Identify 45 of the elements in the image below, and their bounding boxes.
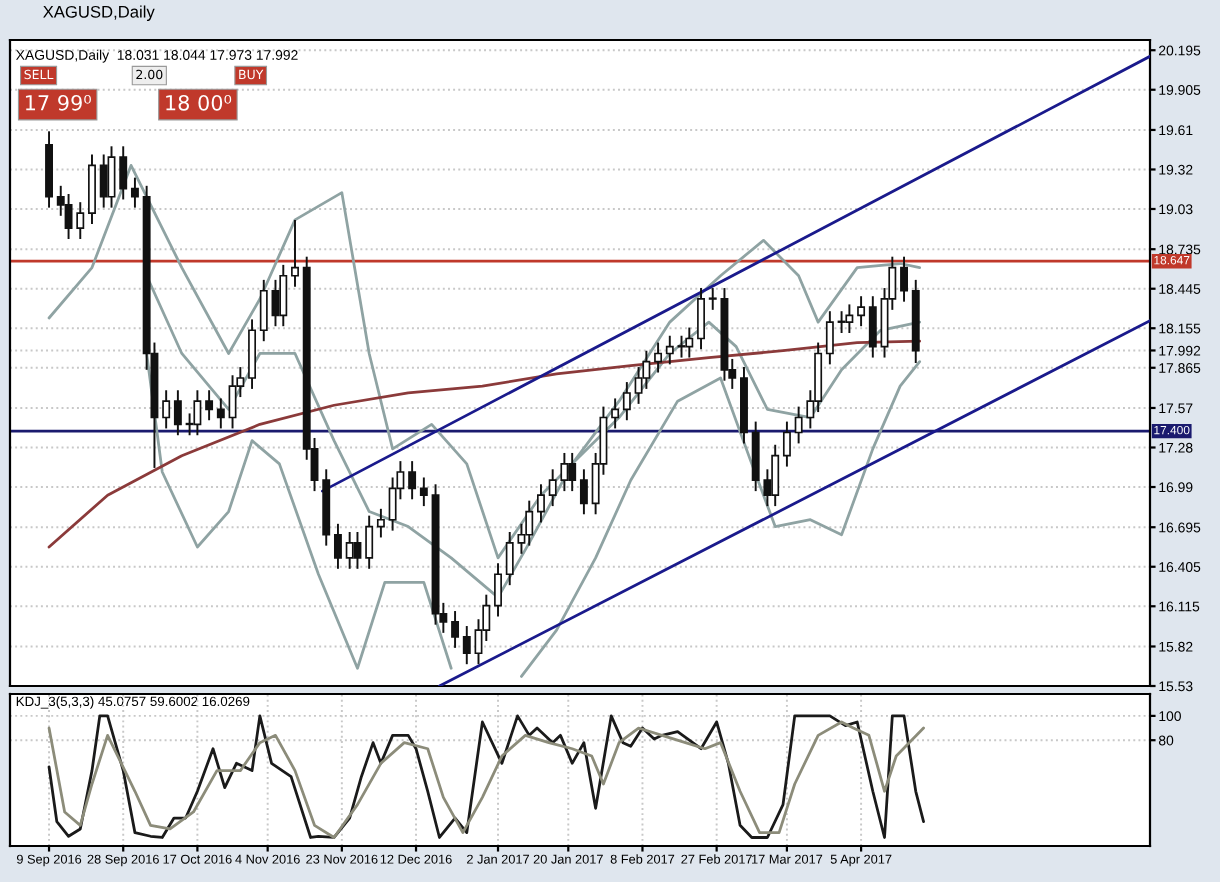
annotation: 18 00⁰ xyxy=(166,94,232,111)
candlestick xyxy=(99,153,108,209)
candlestick xyxy=(462,625,471,666)
candlestick xyxy=(622,381,631,422)
candlestick xyxy=(228,374,237,430)
candlestick xyxy=(525,499,534,547)
candlestick xyxy=(291,218,299,288)
candlestick xyxy=(173,389,182,437)
candlestick xyxy=(771,443,780,508)
candlestick xyxy=(845,303,854,334)
annotation: 17 99⁰ xyxy=(25,94,91,111)
chart-title: XAGUSD,Daily xyxy=(43,5,155,21)
candlestick xyxy=(193,389,202,437)
candlestick xyxy=(345,531,354,570)
candlestick xyxy=(130,176,139,209)
candlestick xyxy=(419,476,428,508)
candlestick xyxy=(579,468,588,516)
candlestick xyxy=(494,562,502,618)
candlestick xyxy=(697,287,705,351)
candlestick xyxy=(825,310,834,366)
candlestick xyxy=(568,451,577,493)
candlestick xyxy=(365,514,374,570)
candlestick xyxy=(119,145,128,201)
candlestick xyxy=(654,341,663,374)
candlestick xyxy=(685,326,694,359)
candlestick xyxy=(248,318,257,390)
candlestick xyxy=(259,278,268,343)
candlestick xyxy=(451,610,460,649)
candlestick xyxy=(900,255,908,303)
candlestick xyxy=(537,483,545,524)
candlestick xyxy=(376,507,385,539)
candlestick xyxy=(162,389,171,430)
candlestick xyxy=(353,531,362,570)
candlestick xyxy=(782,420,791,468)
candlestick xyxy=(868,295,877,359)
candlestick xyxy=(408,460,417,501)
candlestick xyxy=(333,522,342,570)
candlestick xyxy=(88,153,96,225)
candlestick xyxy=(665,334,674,366)
candlestick xyxy=(107,145,116,209)
candlestick xyxy=(611,397,620,430)
candlestick xyxy=(279,263,288,328)
candlestick xyxy=(216,397,225,430)
candlestick xyxy=(205,389,214,422)
candlestick xyxy=(857,295,866,328)
